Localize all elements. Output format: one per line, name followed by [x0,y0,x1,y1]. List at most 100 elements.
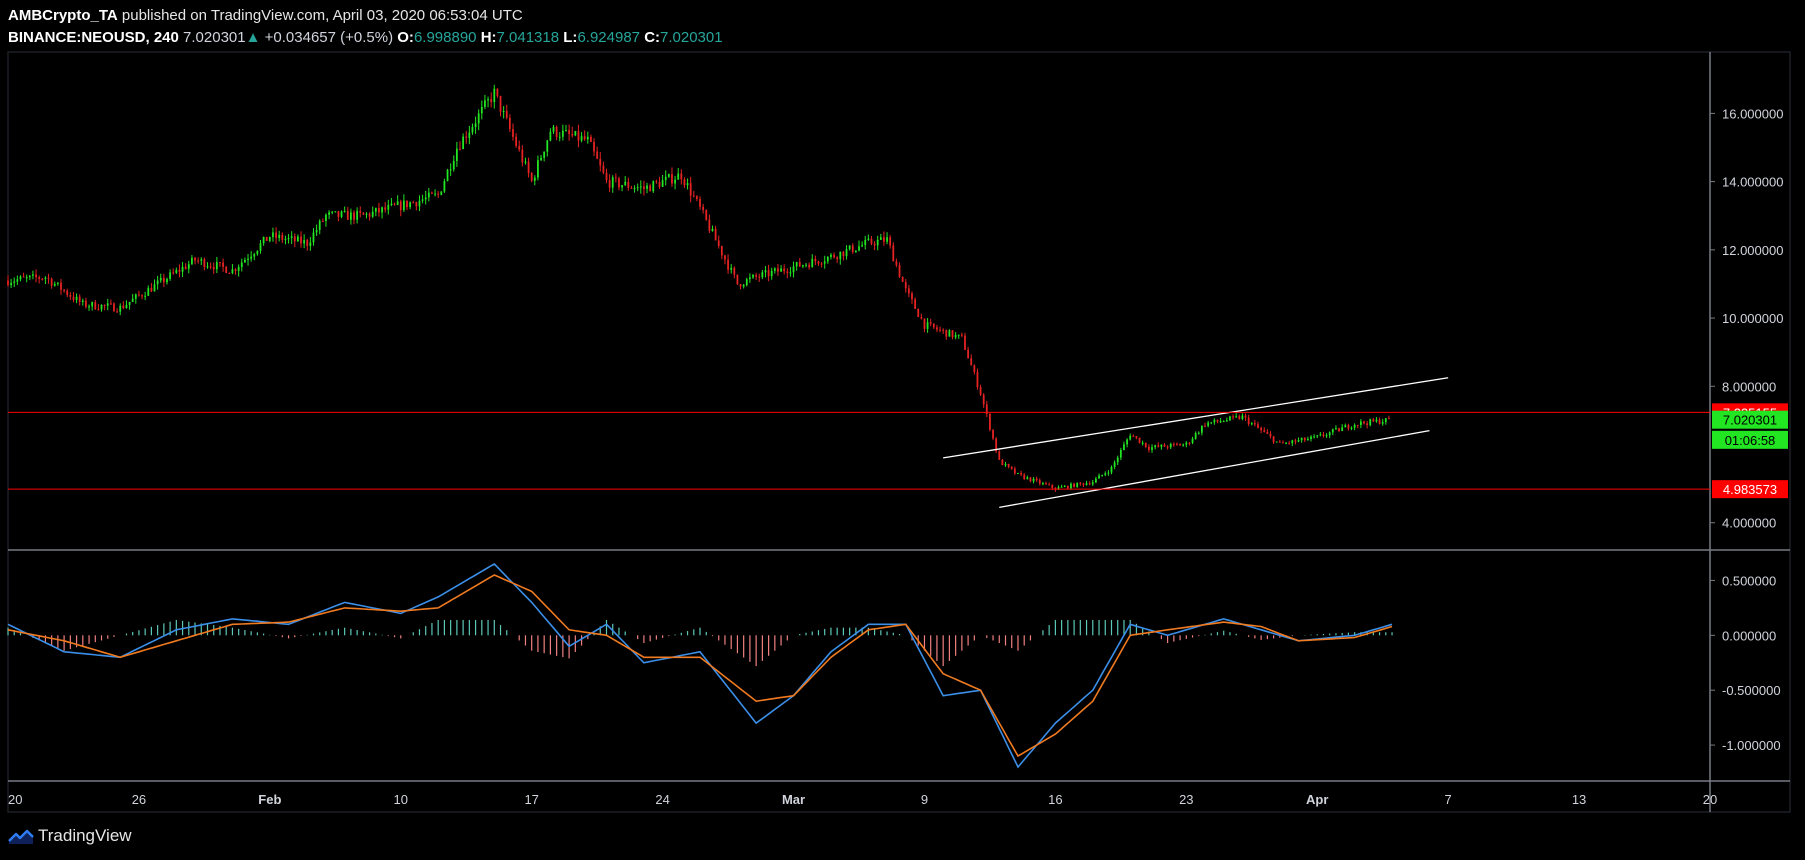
candle-body [1303,437,1306,441]
candle-body [262,236,265,244]
candle-body [786,271,789,273]
candle-body [565,130,567,132]
candle-body [957,334,960,336]
candle-body [156,280,159,285]
candle-body [200,259,203,261]
candle-body [1288,442,1291,444]
candle-body [552,126,555,132]
candle-body [412,202,415,204]
low-value: 6.924987 [577,29,641,46]
candle-body [1138,437,1141,443]
candle-body [1275,441,1278,443]
candle-body [1200,425,1203,433]
candle-body [1017,472,1019,474]
candle-body [1219,421,1222,423]
publisher-name[interactable]: AMBCrypto_TA [8,7,118,24]
candle-body [895,261,898,266]
candle-body [374,207,377,212]
candle-body [764,270,767,273]
candle-body [1010,466,1013,469]
candle-body [147,288,150,296]
candle-body [839,251,842,260]
candle-body [19,276,22,280]
candle-body [69,294,72,297]
candle-body [780,268,782,272]
candle-body [169,272,171,279]
candle-body [1269,433,1272,437]
candle-body [468,132,471,138]
candle-body [1372,419,1375,422]
candle-body [427,192,430,198]
candle-body [393,203,396,205]
candle-body [47,277,50,279]
candle-body [1141,442,1144,444]
candle-body [240,262,243,268]
publish-info: AMBCrypto_TA published on TradingView.co… [8,6,1788,26]
candle-body [303,240,306,244]
candle-body [1310,436,1312,439]
time-axis-label: 10 [394,792,408,807]
candle-body [297,236,299,242]
chart-header: AMBCrypto_TA published on TradingView.co… [8,6,1788,50]
candle-body [32,274,34,276]
candle-body [1216,419,1219,422]
candle-body [1076,482,1079,488]
candle-body [655,181,658,183]
candle-body [811,258,814,268]
candle-body [627,181,630,188]
candle-body [462,136,465,150]
candle-body [259,243,262,251]
candle-body [1213,419,1216,423]
candle-body [1244,415,1247,418]
candle-body [686,183,689,186]
candle-body [614,177,617,179]
candle-body [1232,416,1234,418]
candle-body [1004,463,1007,466]
candle-body [1154,445,1157,448]
candle-body [1148,446,1150,450]
candle-body [590,136,592,142]
tradingview-brand[interactable]: TradingView [38,826,132,845]
candle-body [443,181,446,192]
candle-body [736,274,739,285]
candle-body [989,413,991,430]
candle-body [1013,468,1016,474]
candle-body [175,269,178,273]
candle-body [321,220,324,222]
open-value: 6.998890 [413,29,477,46]
candle-body [783,268,786,272]
candle-body [113,303,115,312]
candle-body [28,275,31,278]
candle-body [278,234,281,238]
candle-body [870,238,873,244]
candle-body [88,306,90,308]
candle-body [144,295,147,297]
channel-trendline [943,377,1449,459]
candle-body [568,130,570,135]
candle-body [795,262,798,267]
time-axis-label: 17 [524,792,538,807]
price-change: +0.034657 (+0.5%) [264,29,394,46]
candle-body [1107,472,1110,474]
symbol-label[interactable]: BINANCE:NEOUSD, 240 [8,29,179,46]
candle-body [1306,438,1309,441]
candle-body [446,169,449,182]
high-value: 7.041318 [496,29,560,46]
candle-body [611,177,614,188]
candle-body [1207,422,1210,426]
candle-body [1007,463,1010,467]
candle-body [231,269,234,274]
candle-body [1328,432,1331,436]
candle-body [970,358,973,366]
candle-body [798,262,801,267]
candle-body [830,254,832,257]
candle-body [452,160,455,170]
candle-body [842,251,845,257]
chart-frame [7,51,1791,813]
candle-body [434,193,436,195]
candle-body [801,265,804,267]
candle-body [985,404,988,414]
candle-body [1363,421,1365,424]
candle-body [1098,475,1100,479]
